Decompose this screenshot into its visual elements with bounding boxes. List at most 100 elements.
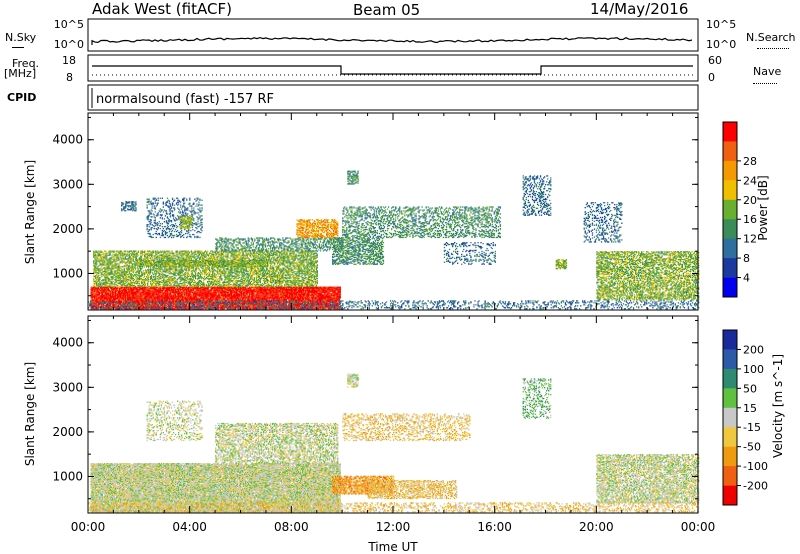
heatmap-cell (174, 296, 177, 298)
heatmap-cell (96, 305, 98, 307)
heatmap-cell (114, 288, 117, 290)
heatmap-cell (149, 293, 151, 295)
heatmap-cell (149, 292, 151, 294)
heatmap-cell (171, 300, 174, 302)
heatmap-cell (156, 305, 158, 307)
heatmap-cell (136, 291, 138, 293)
heatmap-cell (158, 294, 160, 296)
heatmap-cell (159, 298, 161, 300)
heatmap-cell (164, 289, 167, 291)
heatmap-cell (98, 301, 100, 303)
heatmap-cell (121, 286, 123, 288)
heatmap-cell (121, 302, 123, 304)
heatmap-cell (162, 294, 164, 296)
heatmap-cell (96, 287, 98, 289)
heatmap-cell (133, 298, 135, 300)
heatmap-cell (114, 294, 117, 296)
heatmap-cell (91, 287, 93, 289)
heatmap-cell (147, 294, 149, 296)
heatmap-cell (147, 286, 149, 288)
heatmap-cell (110, 292, 113, 294)
heatmap-cell (98, 288, 100, 290)
heatmap-cell (116, 287, 118, 289)
heatmap-cell (140, 291, 142, 293)
heatmap-cell (110, 297, 113, 299)
heatmap-cell (143, 299, 145, 301)
heatmap-cell (113, 305, 116, 307)
heatmap-cell (174, 301, 177, 303)
heatmap-cell (152, 293, 154, 295)
heatmap-cell (123, 289, 125, 291)
heatmap-cell (117, 296, 119, 298)
heatmap-cell (179, 295, 181, 297)
heatmap-cell (159, 293, 161, 295)
heatmap-cell (141, 305, 143, 307)
heatmap-cell (107, 289, 110, 291)
heatmap-cell (171, 298, 174, 300)
heatmap-cell (114, 292, 117, 294)
heatmap-cell (143, 307, 145, 309)
heatmap-cell (151, 287, 153, 289)
heatmap-cell (146, 290, 148, 292)
heatmap-cell (164, 299, 167, 301)
heatmap-cell (161, 293, 163, 295)
heatmap-cell (113, 301, 116, 303)
heatmap-cell (171, 295, 174, 297)
heatmap-cell (103, 300, 106, 302)
heatmap-cell (153, 294, 155, 296)
heatmap-cell (164, 301, 167, 303)
heatmap-cell (118, 298, 120, 300)
heatmap-cell (103, 301, 106, 303)
heatmap-cell (122, 294, 124, 296)
heatmap-cell (163, 292, 165, 294)
heatmap-cell (166, 299, 169, 301)
heatmap-cell (129, 296, 131, 298)
heatmap-cell (175, 306, 178, 308)
heatmap-cell (149, 307, 151, 309)
heatmap-cell (113, 306, 116, 308)
heatmap-cell (180, 296, 182, 298)
heatmap-cell (158, 297, 160, 299)
heatmap-cell (116, 298, 118, 300)
heatmap-cell (130, 298, 132, 300)
heatmap-cell (140, 294, 142, 296)
heatmap-cell (173, 287, 176, 289)
heatmap-cell (161, 304, 163, 306)
heatmap-cell (140, 306, 142, 308)
heatmap-cell (180, 302, 182, 304)
heatmap-cell (111, 300, 114, 302)
heatmap-cell (97, 308, 99, 310)
heatmap-cell (94, 286, 96, 288)
heatmap-cell (160, 308, 162, 310)
heatmap-cell (142, 308, 144, 310)
heatmap-cell (159, 288, 161, 290)
heatmap-cell (152, 294, 154, 296)
heatmap-cell (175, 287, 178, 289)
heatmap-cell (177, 298, 179, 300)
heatmap-cell (93, 304, 95, 306)
heatmap-cell (132, 294, 134, 296)
heatmap-cell (119, 298, 121, 300)
heatmap-cell (154, 296, 156, 298)
heatmap-cell (139, 302, 141, 304)
heatmap-cell (181, 297, 183, 299)
heatmap-cell (114, 298, 117, 300)
heatmap-cell (160, 301, 162, 303)
heatmap-cell (171, 286, 174, 288)
heatmap-cell (157, 289, 159, 291)
heatmap-cell (172, 295, 175, 297)
heatmap-cell (169, 294, 172, 296)
heatmap-cell (116, 304, 118, 306)
heatmap-cell (112, 303, 115, 305)
heatmap-cell (152, 298, 154, 300)
heatmap-cell (178, 297, 180, 299)
heatmap-cell (108, 303, 111, 305)
heatmap-cell (177, 305, 179, 307)
heatmap-cell (137, 304, 139, 306)
heatmap-cell (97, 297, 99, 299)
heatmap-cell (183, 292, 185, 294)
heatmap-cell (145, 293, 147, 295)
heatmap-cell (151, 288, 153, 290)
heatmap-cell (136, 294, 138, 296)
heatmap-cell (139, 308, 141, 310)
